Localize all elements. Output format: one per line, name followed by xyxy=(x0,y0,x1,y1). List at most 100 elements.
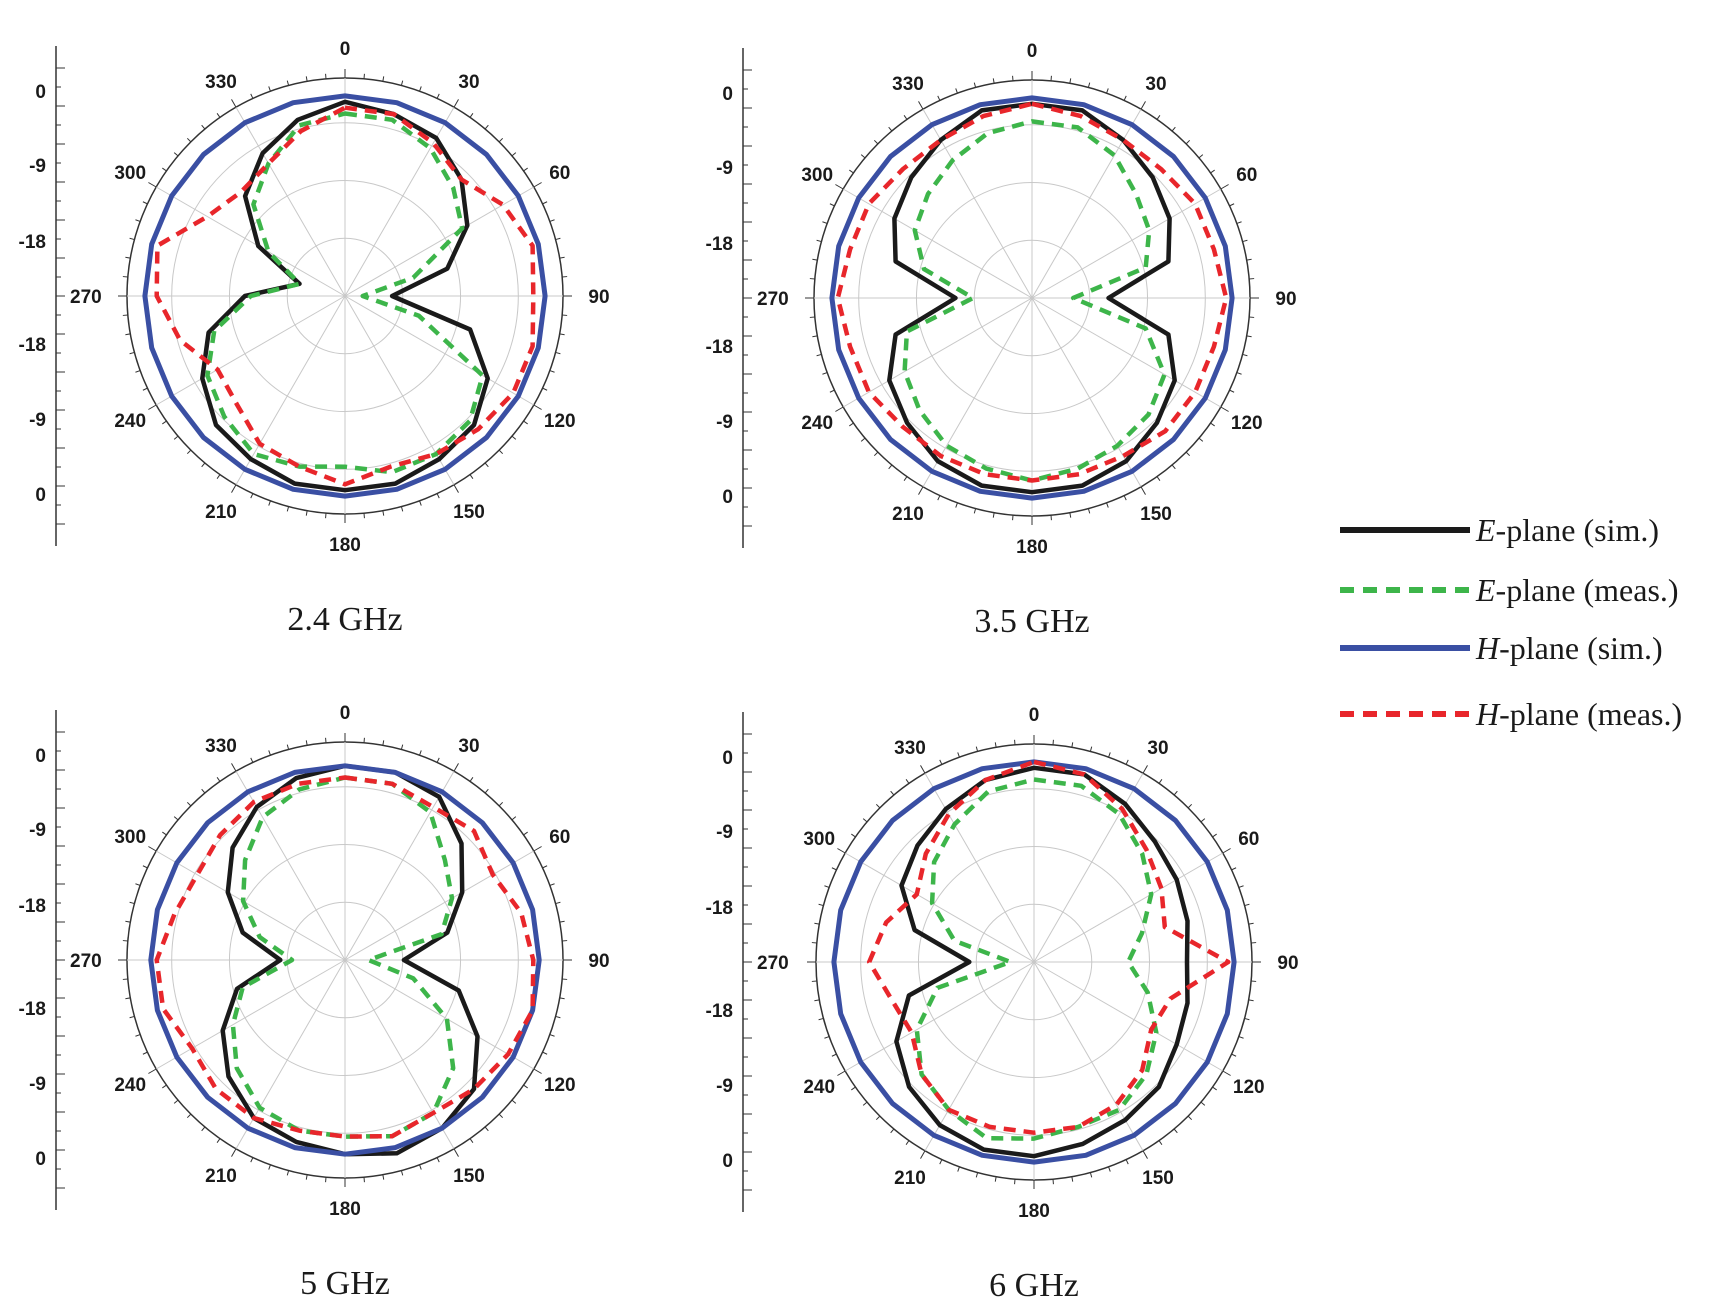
polar-tick xyxy=(835,406,844,412)
polar-tick xyxy=(533,846,542,852)
polar-tick xyxy=(851,833,856,838)
polar-spoke xyxy=(1031,188,1222,299)
series-e-sim xyxy=(887,101,1177,495)
series-h-sim xyxy=(148,763,542,1157)
polar-tick xyxy=(1246,335,1252,338)
polar-tick xyxy=(549,1034,555,1037)
polar-tick xyxy=(903,115,908,120)
polar-tick xyxy=(1069,78,1072,84)
polar-tick xyxy=(419,500,422,506)
angle-label: 270 xyxy=(70,951,102,972)
polar-tick xyxy=(1123,495,1127,501)
angle-label: 300 xyxy=(114,163,146,184)
polar-tick xyxy=(419,1164,422,1170)
polar-spoke xyxy=(842,297,1033,408)
series-h-sim xyxy=(142,93,548,499)
polar-spoke xyxy=(922,297,1033,488)
legend-label-italic: H xyxy=(1475,630,1501,666)
polar-tick xyxy=(918,101,924,110)
polar-tick xyxy=(918,486,924,495)
polar-tick xyxy=(559,920,565,923)
legend-label-rest: -plane (meas.) xyxy=(1499,696,1682,732)
radial-label: -9 xyxy=(716,412,733,433)
polar-tick xyxy=(1125,759,1129,765)
polar-tick xyxy=(268,500,271,506)
polar-tick xyxy=(382,510,385,516)
polar-tick xyxy=(559,256,565,259)
polar-tick xyxy=(400,80,404,86)
series-e-meas xyxy=(914,777,1159,1141)
polar-tick xyxy=(818,903,824,907)
polar-tick xyxy=(523,420,528,425)
polar-tick xyxy=(201,788,206,794)
polar-tick xyxy=(1108,752,1111,758)
polar-tick xyxy=(436,1157,440,1163)
radial-label: 0 xyxy=(722,84,733,105)
polar-spoke xyxy=(155,959,346,1070)
polar-tick xyxy=(1108,1166,1111,1172)
polar-tick xyxy=(148,846,157,852)
polar-panel-3: 0 -9 -18 -18 -9 0 0 30 60 90 120 150 180 210 240 270 300… xyxy=(706,705,1299,1300)
polar-tick xyxy=(173,152,179,157)
polar-tick xyxy=(469,474,474,479)
polar-spoke xyxy=(1031,297,1142,488)
polar-tick xyxy=(1231,867,1237,871)
polar-tick xyxy=(129,351,135,355)
polar-tick xyxy=(250,93,254,99)
series-e-sim xyxy=(894,765,1190,1159)
radial-label: -18 xyxy=(706,337,733,358)
radial-label: 0 xyxy=(35,485,46,506)
radial-label: -9 xyxy=(716,158,733,179)
angle-label: 60 xyxy=(549,827,570,848)
angle-label: 0 xyxy=(1027,41,1038,62)
panel-title: 6 GHz xyxy=(989,1267,1079,1300)
polar-tick xyxy=(1244,1017,1250,1021)
angle-label: 150 xyxy=(1140,504,1172,525)
polar-tick xyxy=(1229,203,1235,207)
polar-tick xyxy=(555,1015,561,1019)
polar-tick xyxy=(905,779,910,784)
radial-label: -18 xyxy=(19,335,46,356)
polar-tick xyxy=(400,744,404,750)
polar-tick xyxy=(1158,779,1163,784)
polar-spoke xyxy=(922,108,1033,299)
angle-label: 60 xyxy=(1238,829,1259,850)
polar-tick xyxy=(305,1174,308,1180)
polar-tick xyxy=(994,1176,997,1182)
polar-tick xyxy=(818,1017,824,1021)
angle-label: 240 xyxy=(114,1075,146,1096)
polar-panel-2: 0 -9 -18 -18 -9 0 0 30 60 90 120 150 180 210 240 270 300… xyxy=(19,703,610,1300)
polar-tick xyxy=(1236,372,1242,375)
polar-tick xyxy=(523,167,528,172)
polar-tick xyxy=(939,1159,943,1165)
polar-tick xyxy=(162,420,167,425)
polar-tick xyxy=(1125,1159,1129,1165)
polar-tick xyxy=(1198,437,1204,442)
polar-tick xyxy=(1222,1070,1231,1076)
polar-spoke xyxy=(1033,852,1224,963)
polar-panel-0: 0 -9 -18 -18 -9 0 0 30 60 90 120 150 180 210 240 270 300… xyxy=(19,39,610,638)
polar-tick xyxy=(484,1126,489,1132)
angle-label: 30 xyxy=(1145,74,1166,95)
polar-tick xyxy=(436,757,440,763)
polar-tick xyxy=(268,750,271,756)
polar-tick xyxy=(1248,999,1254,1002)
polar-tick xyxy=(469,113,474,118)
polar-tick xyxy=(511,816,517,821)
polar-tick xyxy=(816,353,822,357)
polar-tick xyxy=(1200,818,1206,823)
polar-tick xyxy=(162,1084,167,1089)
polar-tick xyxy=(498,137,504,143)
polar-tick xyxy=(173,816,179,821)
polar-tick xyxy=(1173,790,1178,796)
polar-tick xyxy=(201,124,206,130)
polar-tick xyxy=(453,1148,459,1157)
polar-tick xyxy=(142,1051,148,1055)
polar-tick xyxy=(549,370,555,373)
polar-spoke xyxy=(235,106,346,297)
polar-tick xyxy=(1106,502,1109,508)
polar-spoke xyxy=(235,959,346,1150)
angle-label: 120 xyxy=(544,411,576,432)
polar-tick xyxy=(484,462,489,468)
